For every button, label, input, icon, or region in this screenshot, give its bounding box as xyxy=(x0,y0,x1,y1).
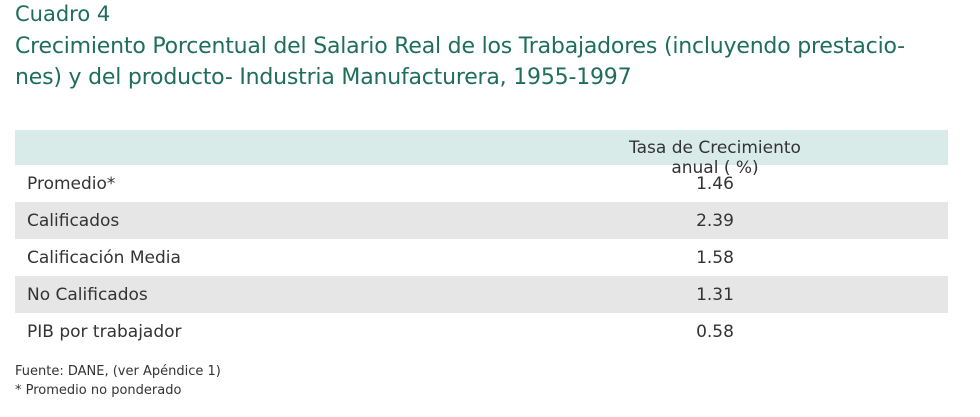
header-row: Tasa de Crecimiento anual ( %) xyxy=(15,130,948,178)
row-label: Promedio* xyxy=(27,174,116,194)
title-line: Crecimiento Porcentual del Salario Real … xyxy=(15,34,905,59)
row-value: 0.58 xyxy=(696,322,734,342)
footnote: Fuente: DANE, (ver Apéndice 1) xyxy=(15,364,221,379)
table-row: No Calificados 1.31 xyxy=(15,276,948,313)
table-label: Cuadro 4 xyxy=(15,2,111,26)
column-header: Tasa de Crecimiento anual ( %) xyxy=(629,138,801,178)
row-label: Calificados xyxy=(27,211,120,231)
table-row: Calificados 2.39 xyxy=(15,202,948,239)
row-value: 2.39 xyxy=(696,211,734,231)
table-row: PIB por trabajador 0.58 xyxy=(15,313,948,350)
footnote: * Promedio no ponderado xyxy=(15,383,182,398)
row-value: 1.46 xyxy=(696,174,734,194)
table: Tasa de Crecimiento anual ( %) Promedio*… xyxy=(15,130,948,350)
table-row: Calificación Media 1.58 xyxy=(15,239,948,276)
title-line: nes) y del producto- Industria Manufactu… xyxy=(15,65,632,90)
table-row: Promedio* 1.46 xyxy=(15,165,948,202)
row-value: 1.31 xyxy=(696,285,734,305)
row-label: No Calificados xyxy=(27,285,148,305)
row-label: Calificación Media xyxy=(27,248,181,268)
row-value: 1.58 xyxy=(696,248,734,268)
row-label: PIB por trabajador xyxy=(27,322,182,342)
